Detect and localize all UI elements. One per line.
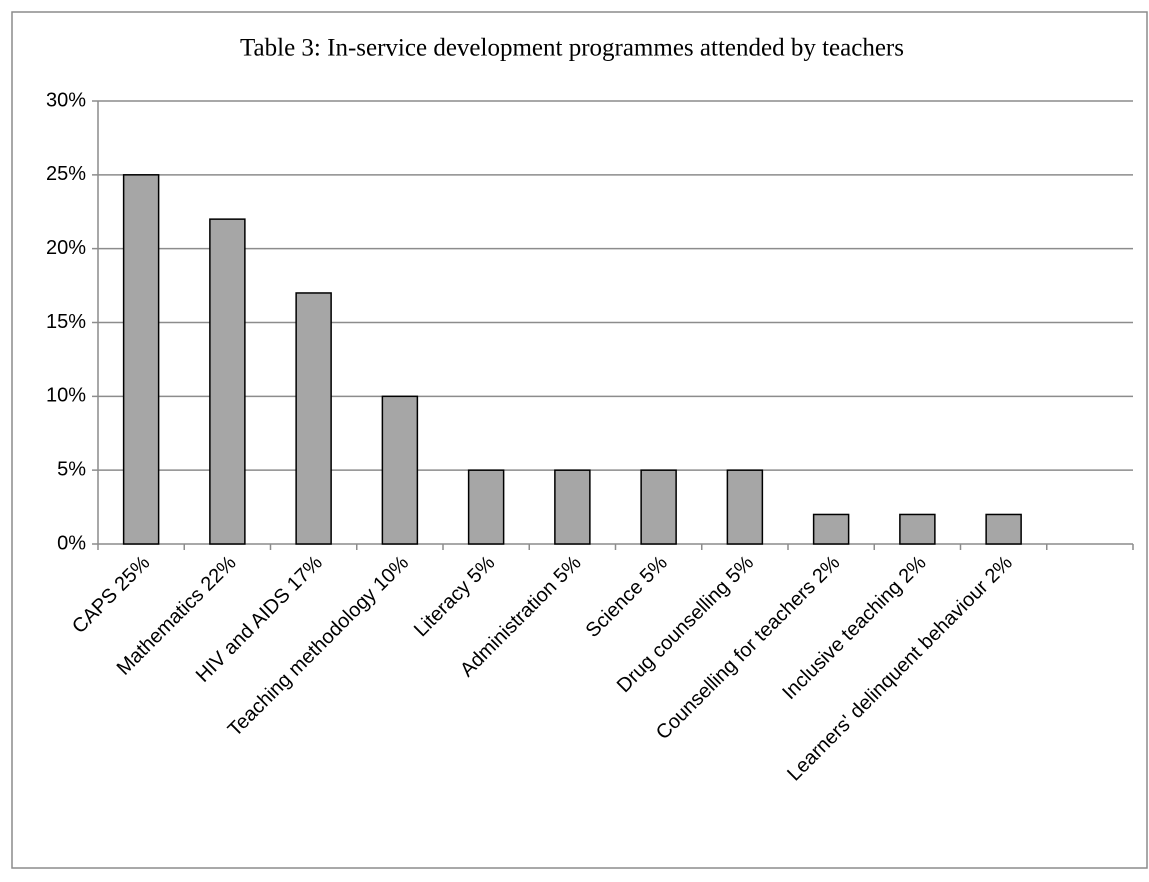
chart-frame — [11, 11, 1148, 869]
y-tick-label: 25% — [46, 163, 86, 185]
y-tick-label: 20% — [46, 237, 86, 259]
bar — [985, 513, 1022, 545]
bar — [381, 395, 419, 545]
bar — [812, 513, 850, 545]
y-tick-label: 0% — [57, 532, 86, 554]
bar — [209, 218, 246, 545]
y-tick-label: 15% — [46, 311, 86, 333]
y-tick-label: 5% — [57, 458, 86, 480]
bar — [899, 513, 936, 545]
bar — [640, 469, 677, 545]
chart-title: Table 3: In-service development programm… — [240, 35, 904, 62]
bar — [122, 174, 160, 545]
bar — [467, 469, 505, 545]
bar — [295, 292, 332, 545]
y-tick-label: 10% — [46, 385, 86, 407]
y-tick-label: 30% — [46, 89, 86, 111]
bar — [726, 469, 764, 545]
bar — [554, 469, 591, 545]
